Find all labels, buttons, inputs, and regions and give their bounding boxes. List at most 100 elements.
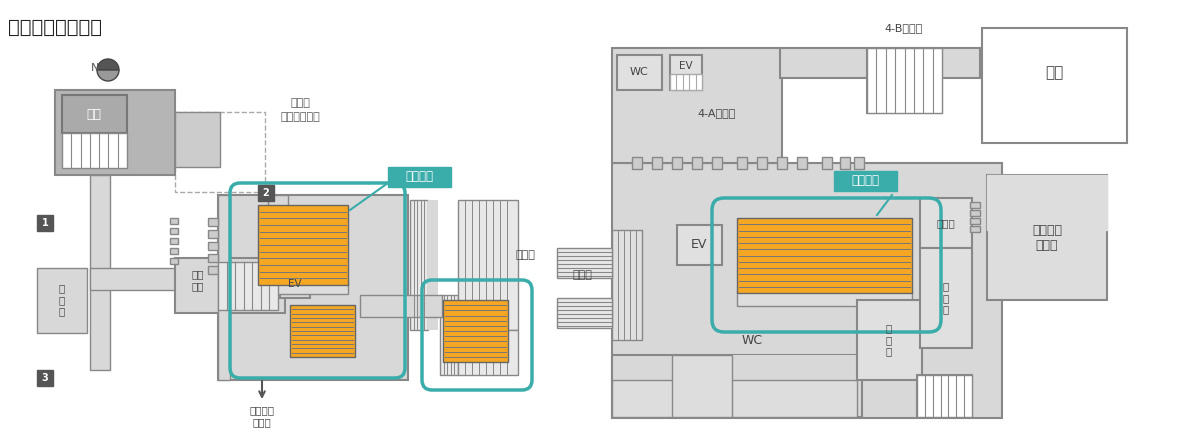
Bar	[670, 55, 702, 90]
Text: 1: 1	[42, 218, 48, 228]
Bar	[62, 95, 127, 133]
Bar	[672, 355, 732, 417]
Text: 2: 2	[263, 188, 269, 198]
Bar	[672, 355, 857, 417]
Bar	[175, 258, 286, 313]
Wedge shape	[97, 70, 119, 81]
Bar	[557, 298, 612, 328]
Bar	[208, 266, 218, 274]
Polygon shape	[986, 175, 1108, 230]
Bar	[612, 355, 862, 417]
Bar	[920, 198, 972, 248]
Bar	[840, 157, 850, 169]
Bar	[692, 157, 702, 169]
Text: 地下鉄: 地下鉄	[290, 98, 310, 108]
Bar	[672, 157, 682, 169]
Bar	[388, 167, 451, 187]
Text: N: N	[91, 63, 100, 73]
Bar	[208, 254, 218, 262]
Bar	[854, 157, 864, 169]
Text: 券
売
機: 券 売 機	[943, 281, 949, 314]
Text: 4-A出入口: 4-A出入口	[697, 108, 736, 118]
Bar	[170, 248, 178, 254]
Bar	[866, 48, 942, 113]
Bar	[268, 195, 288, 207]
Bar	[917, 375, 972, 417]
Bar	[170, 218, 178, 224]
Bar	[920, 248, 972, 348]
Bar	[62, 133, 127, 168]
Bar	[90, 268, 220, 290]
Bar	[218, 262, 278, 310]
Bar	[677, 225, 722, 265]
Text: 4-B出入口: 4-B出入口	[884, 23, 923, 33]
Bar	[170, 258, 178, 264]
Bar	[37, 215, 53, 231]
Text: クリスタ長堀: クリスタ長堀	[280, 112, 320, 122]
Text: 駅
長
室: 駅 長 室	[886, 323, 892, 356]
Bar	[632, 157, 642, 169]
Bar	[778, 157, 787, 169]
Text: 長堀鶴見
緑地線: 長堀鶴見 緑地線	[250, 405, 275, 427]
Text: ホーム: ホーム	[515, 250, 535, 260]
Bar	[218, 195, 408, 380]
Bar	[612, 380, 857, 417]
Bar	[208, 242, 218, 250]
Text: 北エリア: 北エリア	[406, 170, 433, 184]
Text: 券
売
機: 券 売 機	[59, 284, 65, 317]
Bar	[612, 163, 1002, 418]
Bar	[175, 112, 265, 192]
Bar	[797, 157, 808, 169]
Bar	[458, 200, 518, 330]
Bar	[170, 238, 178, 244]
Text: WC: WC	[630, 67, 648, 77]
Text: 接客室: 接客室	[937, 218, 955, 228]
Text: EV: EV	[679, 61, 692, 71]
Bar	[443, 300, 508, 362]
Bar	[970, 210, 980, 216]
Bar	[780, 48, 980, 78]
Bar	[170, 228, 178, 234]
Bar	[410, 200, 428, 330]
Bar	[612, 230, 642, 340]
Bar	[970, 218, 980, 224]
Bar	[218, 195, 230, 380]
Text: 御堂筋線心斎橋駅: 御堂筋線心斎橋駅	[8, 18, 102, 37]
Bar	[175, 112, 220, 167]
Bar	[557, 248, 612, 278]
Bar	[90, 175, 110, 370]
Bar	[970, 202, 980, 208]
Text: WC: WC	[742, 333, 762, 347]
Text: 大丸: 大丸	[1045, 66, 1063, 81]
Bar	[857, 300, 922, 380]
Bar	[917, 375, 972, 417]
Bar	[360, 295, 442, 317]
Bar	[737, 218, 912, 293]
Bar	[37, 268, 88, 333]
Bar	[37, 370, 53, 386]
Bar	[428, 200, 438, 330]
Bar	[982, 28, 1127, 143]
Bar	[258, 282, 348, 294]
Bar	[866, 48, 942, 113]
Text: 南エリア: 南エリア	[851, 175, 878, 187]
Bar	[670, 74, 702, 90]
Bar	[55, 90, 175, 175]
Text: ホーム: ホーム	[572, 270, 592, 280]
Text: EV: EV	[691, 239, 707, 251]
Bar	[737, 291, 912, 306]
Bar	[617, 55, 662, 90]
Bar	[652, 157, 662, 169]
Bar	[612, 48, 782, 163]
Bar	[970, 226, 980, 232]
Bar	[757, 157, 767, 169]
Bar	[258, 185, 274, 201]
Bar	[458, 330, 518, 375]
Text: 3: 3	[42, 373, 48, 383]
Text: 駅長
北室: 駅長 北室	[192, 269, 204, 291]
Bar	[834, 171, 898, 191]
Bar	[737, 157, 746, 169]
Text: 閉鎖: 閉鎖	[86, 108, 102, 121]
Bar	[258, 205, 348, 285]
Bar	[280, 270, 310, 298]
